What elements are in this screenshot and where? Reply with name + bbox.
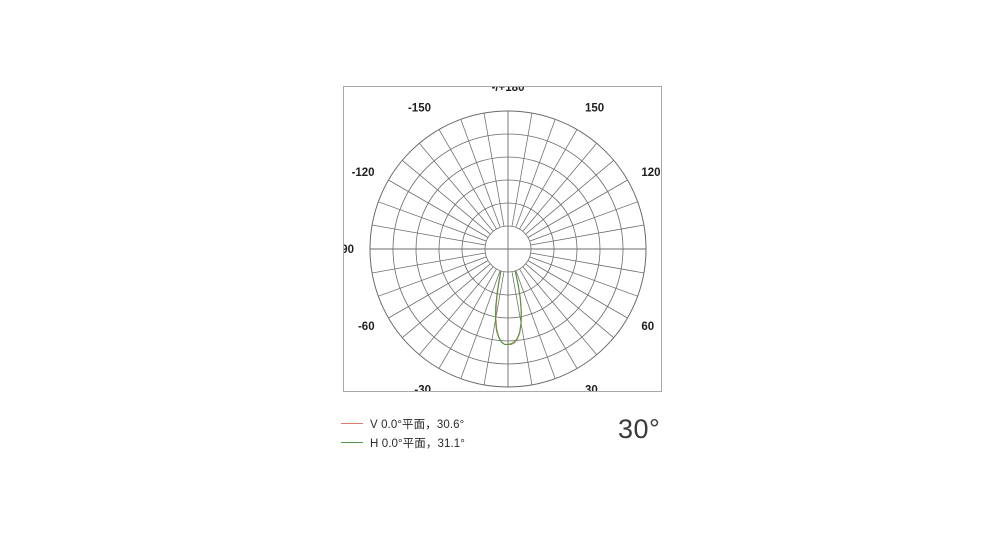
polar-grid xyxy=(369,110,647,388)
angle-tick-label: -120 xyxy=(352,167,375,179)
polar-angle-labels: -/+180-150-120-90-60-300306090120150 xyxy=(344,87,661,391)
angle-tick-label: 30 xyxy=(585,384,598,391)
legend-color-swatch-v xyxy=(341,423,363,424)
angle-tick-label: 120 xyxy=(641,167,660,179)
polar-chart-panel: -/+180-150-120-90-60-300306090120150 xyxy=(343,86,662,392)
angle-tick-label: -30 xyxy=(414,384,431,391)
chart-legend: V 0.0°平面，30.6° H 0.0°平面，31.1° xyxy=(341,415,581,453)
legend-label-h: H 0.0°平面，31.1° xyxy=(370,437,465,450)
angle-tick-label: -60 xyxy=(358,321,375,333)
polar-plot: -/+180-150-120-90-60-300306090120150 xyxy=(344,87,661,391)
angle-tick-label: -/+180 xyxy=(492,87,525,94)
angle-tick-label: 150 xyxy=(585,103,604,115)
angle-tick-label: -90 xyxy=(344,244,354,256)
legend-label-v: V 0.0°平面，30.6° xyxy=(370,418,465,431)
legend-item-h[interactable]: H 0.0°平面，31.1° xyxy=(341,434,581,451)
legend-item-v[interactable]: V 0.0°平面，30.6° xyxy=(341,415,581,432)
angle-tick-label: -150 xyxy=(408,103,431,115)
beam-angle-readout: 30° xyxy=(618,414,661,444)
legend-color-swatch-h xyxy=(341,442,363,443)
angle-tick-label: 60 xyxy=(641,321,654,333)
polar-curves xyxy=(494,270,522,346)
